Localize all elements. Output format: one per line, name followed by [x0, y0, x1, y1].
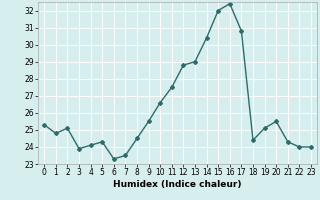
X-axis label: Humidex (Indice chaleur): Humidex (Indice chaleur): [113, 180, 242, 189]
